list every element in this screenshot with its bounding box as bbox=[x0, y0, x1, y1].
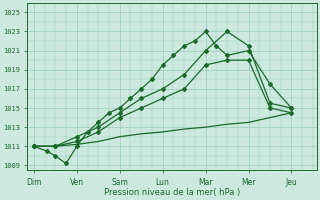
X-axis label: Pression niveau de la mer( hPa ): Pression niveau de la mer( hPa ) bbox=[104, 188, 240, 197]
